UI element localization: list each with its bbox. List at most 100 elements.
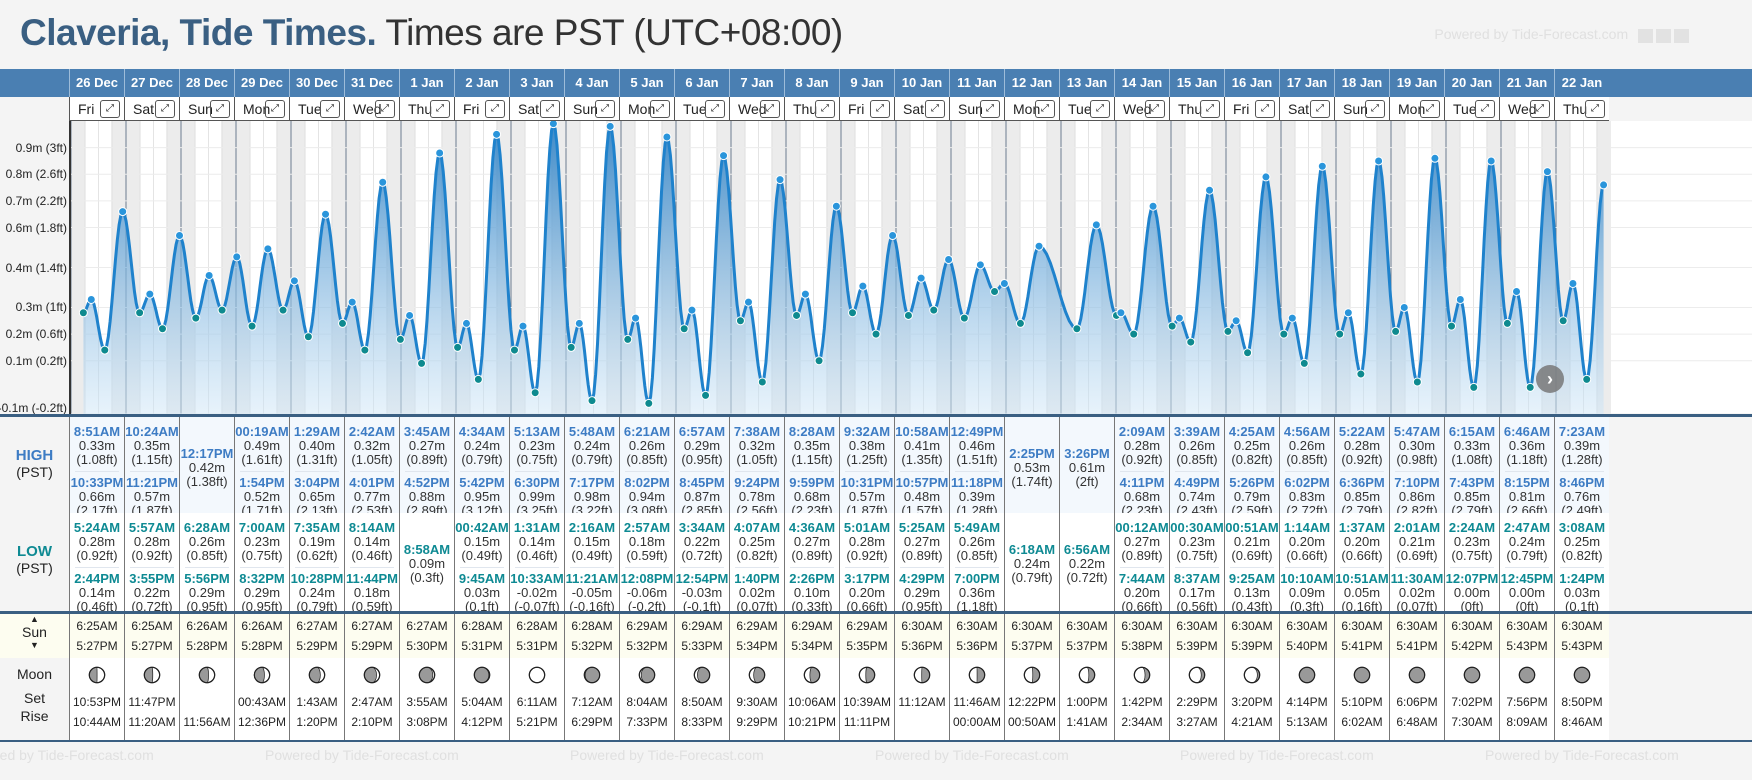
expand-day-button[interactable]: ⤢ [650,100,670,118]
low-tide-point[interactable] [278,305,288,315]
low-tide-point[interactable] [1469,382,1479,392]
high-tide-point[interactable] [1343,308,1353,318]
low-tide-point[interactable] [871,329,881,339]
expand-day-button[interactable]: ⤢ [1255,100,1275,118]
low-tide-point[interactable] [473,374,483,384]
expand-day-button[interactable]: ⤢ [100,100,120,118]
low-tide-point[interactable] [1412,377,1422,387]
low-tide-point[interactable] [735,316,745,326]
low-tide-point[interactable] [848,308,858,318]
expand-day-button[interactable]: ⤢ [595,100,615,118]
high-tide-point[interactable] [975,260,985,270]
high-tide-point[interactable] [1430,153,1440,163]
high-tide-point[interactable] [1034,241,1044,251]
high-tide-point[interactable] [888,231,898,241]
high-tide-point[interactable] [548,121,558,129]
low-tide-point[interactable] [566,342,576,352]
low-tide-point[interactable] [929,305,939,315]
high-tide-point[interactable] [1455,294,1465,304]
expand-day-button[interactable]: ⤢ [485,100,505,118]
high-tide-point[interactable] [263,244,273,254]
high-tide-point[interactable] [1231,316,1241,326]
low-tide-point[interactable] [1299,358,1309,368]
high-tide-point[interactable] [800,289,810,299]
low-tide-point[interactable] [1223,326,1233,336]
low-tide-point[interactable] [959,313,969,323]
expand-day-button[interactable]: ⤢ [1090,100,1110,118]
high-tide-point[interactable] [743,297,753,307]
low-tide-point[interactable] [1391,326,1401,336]
expand-day-button[interactable]: ⤢ [155,100,175,118]
high-tide-point[interactable] [347,297,357,307]
high-tide-point[interactable] [1261,172,1271,182]
expand-day-button[interactable]: ⤢ [375,100,395,118]
high-tide-point[interactable] [662,132,672,142]
expand-day-button[interactable]: ⤢ [1035,100,1055,118]
low-tide-point[interactable] [1129,329,1139,339]
high-tide-point[interactable] [1317,161,1327,171]
low-tide-point[interactable] [644,398,654,408]
low-tide-point[interactable] [135,308,145,318]
high-tide-point[interactable] [175,231,185,241]
high-tide-point[interactable] [405,310,415,320]
expand-day-button[interactable]: ⤢ [815,100,835,118]
high-tide-point[interactable] [204,270,214,280]
high-tide-point[interactable] [631,313,641,323]
expand-day-button[interactable]: ⤢ [265,100,285,118]
low-tide-point[interactable] [1167,321,1177,331]
expand-day-button[interactable]: ⤢ [925,100,945,118]
high-tide-point[interactable] [719,151,729,161]
high-tide-point[interactable] [86,294,96,304]
low-tide-point[interactable] [530,388,540,398]
low-tide-point[interactable] [701,390,711,400]
low-tide-point[interactable] [679,324,689,334]
expand-day-button[interactable]: ⤢ [320,100,340,118]
low-tide-point[interactable] [1582,374,1592,384]
low-tide-point[interactable] [78,308,88,318]
high-tide-point[interactable] [574,318,584,328]
high-tide-point[interactable] [858,281,868,291]
high-tide-point[interactable] [118,207,128,217]
expand-day-button[interactable]: ⤢ [1530,100,1550,118]
high-tide-point[interactable] [145,289,155,299]
low-tide-point[interactable] [453,342,463,352]
expand-day-button[interactable]: ⤢ [430,100,450,118]
low-tide-point[interactable] [217,305,227,315]
low-tide-point[interactable] [303,332,313,342]
low-tide-point[interactable] [587,396,597,406]
high-tide-point[interactable] [378,177,388,187]
low-tide-point[interactable] [395,334,405,344]
high-tide-point[interactable] [916,273,926,283]
low-tide-point[interactable] [100,345,110,355]
expand-day-button[interactable]: ⤢ [705,100,725,118]
high-tide-point[interactable] [321,209,331,219]
high-tide-point[interactable] [999,278,1009,288]
high-tide-point[interactable] [1287,313,1297,323]
next-days-button[interactable]: › [1536,365,1564,393]
high-tide-point[interactable] [1512,286,1522,296]
high-tide-point[interactable] [1116,308,1126,318]
low-tide-point[interactable] [247,321,257,331]
low-tide-point[interactable] [757,377,767,387]
high-tide-point[interactable] [289,276,299,286]
high-tide-point[interactable] [492,129,502,139]
low-tide-point[interactable] [1502,318,1512,328]
high-tide-point[interactable] [1091,220,1101,230]
low-tide-point[interactable] [1279,329,1289,339]
high-tide-point[interactable] [1174,313,1184,323]
low-tide-point[interactable] [509,345,519,355]
low-tide-point[interactable] [1335,329,1345,339]
high-tide-point[interactable] [435,148,445,158]
high-tide-point[interactable] [1148,201,1158,211]
low-tide-point[interactable] [191,313,201,323]
high-tide-point[interactable] [518,321,528,331]
high-tide-point[interactable] [1486,156,1496,166]
high-tide-point[interactable] [461,318,471,328]
low-tide-point[interactable] [1072,324,1082,334]
low-tide-point[interactable] [417,358,427,368]
expand-day-button[interactable]: ⤢ [1420,100,1440,118]
expand-day-button[interactable]: ⤢ [870,100,890,118]
low-tide-point[interactable] [1186,337,1196,347]
low-tide-point[interactable] [1558,316,1568,326]
expand-day-button[interactable]: ⤢ [210,100,230,118]
